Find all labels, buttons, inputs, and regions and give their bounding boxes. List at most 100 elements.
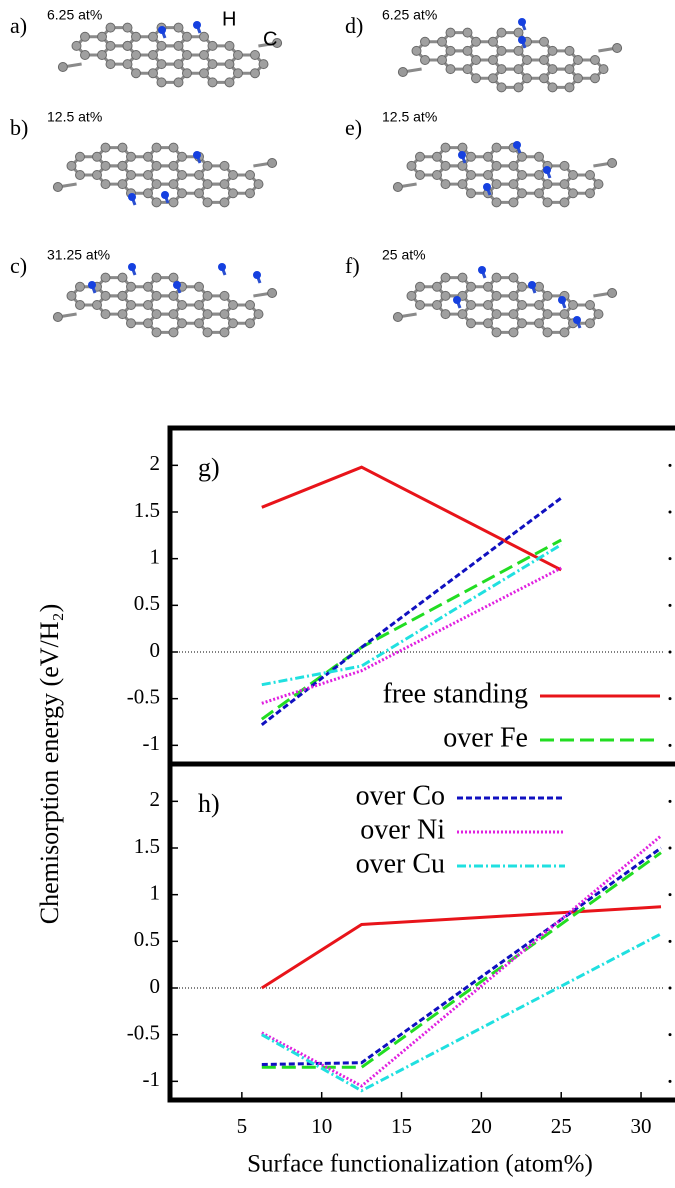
atom (75, 300, 85, 310)
atom (542, 197, 553, 208)
atom (148, 31, 158, 42)
concentration: 6.25 at% (382, 7, 437, 23)
legend-label: over Ni (360, 814, 445, 845)
atom (202, 160, 213, 171)
legend-label: over Fe (443, 722, 528, 753)
atom (245, 318, 255, 329)
atom (466, 170, 476, 180)
atom (219, 309, 230, 320)
atom (151, 160, 162, 171)
hydrogen (128, 193, 136, 201)
atom (517, 151, 527, 162)
concentration: 25 at% (382, 247, 426, 263)
atom (568, 300, 578, 310)
atom (173, 40, 184, 51)
plot-frame (167, 761, 675, 1103)
atom (92, 170, 102, 180)
atom (508, 290, 519, 301)
atom (202, 197, 213, 208)
atom (250, 68, 260, 79)
concentration: 12.5 at% (47, 109, 102, 125)
atom (483, 170, 493, 180)
panel-label: a) (10, 13, 27, 38)
right-tick (668, 463, 672, 467)
atom (194, 318, 204, 329)
atom (508, 160, 519, 171)
atom (117, 290, 128, 301)
atom (559, 327, 570, 338)
plot-frame (167, 425, 675, 767)
atom (508, 327, 519, 338)
atom (207, 40, 218, 51)
atom (168, 160, 179, 171)
atom (564, 82, 575, 93)
hydrogen (558, 296, 566, 304)
x-tick-label: 10 (311, 1114, 332, 1138)
atom (508, 309, 519, 320)
atom (496, 82, 507, 93)
atom (491, 272, 502, 283)
atom (415, 170, 425, 180)
atom (559, 197, 570, 208)
y-tick-label: 2 (150, 451, 161, 475)
hydrogen (458, 151, 466, 159)
atom (517, 318, 527, 329)
atom (156, 40, 167, 51)
hydrogen (193, 151, 201, 159)
atom (57, 62, 68, 72)
panel-label: h) (198, 789, 220, 818)
series-line (260, 496, 563, 726)
atom (117, 142, 128, 153)
atom (559, 179, 570, 190)
panel-label: c) (10, 253, 27, 278)
atom (100, 272, 111, 283)
atom (143, 300, 153, 310)
atom (397, 67, 408, 77)
panel-label: g) (198, 453, 220, 482)
atom (612, 43, 623, 53)
atom (573, 55, 583, 65)
atom (100, 309, 111, 320)
atom (513, 27, 524, 38)
atom (534, 170, 544, 180)
atom (437, 36, 447, 47)
right-tick (668, 603, 672, 607)
atom (517, 281, 527, 292)
atom (488, 73, 498, 84)
atom (131, 50, 141, 60)
atom (415, 151, 425, 162)
right-tick (668, 1079, 672, 1083)
right-tick (668, 846, 672, 850)
atom (585, 170, 595, 180)
atom (483, 300, 493, 310)
atom (483, 318, 493, 329)
right-tick (668, 893, 672, 897)
atom (168, 142, 179, 153)
atom (542, 327, 553, 338)
atom (97, 50, 107, 60)
atom (607, 288, 618, 298)
atom (92, 300, 102, 310)
atom (126, 151, 136, 162)
atom (219, 179, 230, 190)
y-tick-label: 0.5 (134, 927, 160, 951)
atom (491, 197, 502, 208)
atom (539, 55, 549, 65)
atom (126, 170, 136, 180)
atom (513, 45, 524, 56)
atom (156, 77, 167, 88)
y-axis-label: Chemisorption energy (eV/H₂) (35, 604, 64, 925)
atom (177, 318, 187, 329)
atom (207, 59, 218, 70)
atom (440, 309, 451, 320)
atom (224, 59, 235, 70)
molecule (52, 263, 278, 338)
x-tick-label: 15 (391, 1114, 412, 1138)
atom (177, 151, 187, 162)
atom (143, 170, 153, 180)
hydrogen (573, 316, 581, 324)
atom (457, 142, 468, 153)
series-line (260, 905, 662, 990)
atom (168, 179, 179, 190)
